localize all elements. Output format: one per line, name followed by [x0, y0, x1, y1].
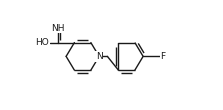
Text: HO: HO [35, 38, 49, 47]
Text: NH: NH [51, 24, 65, 33]
Text: F: F [160, 52, 165, 61]
Text: N: N [96, 52, 103, 61]
